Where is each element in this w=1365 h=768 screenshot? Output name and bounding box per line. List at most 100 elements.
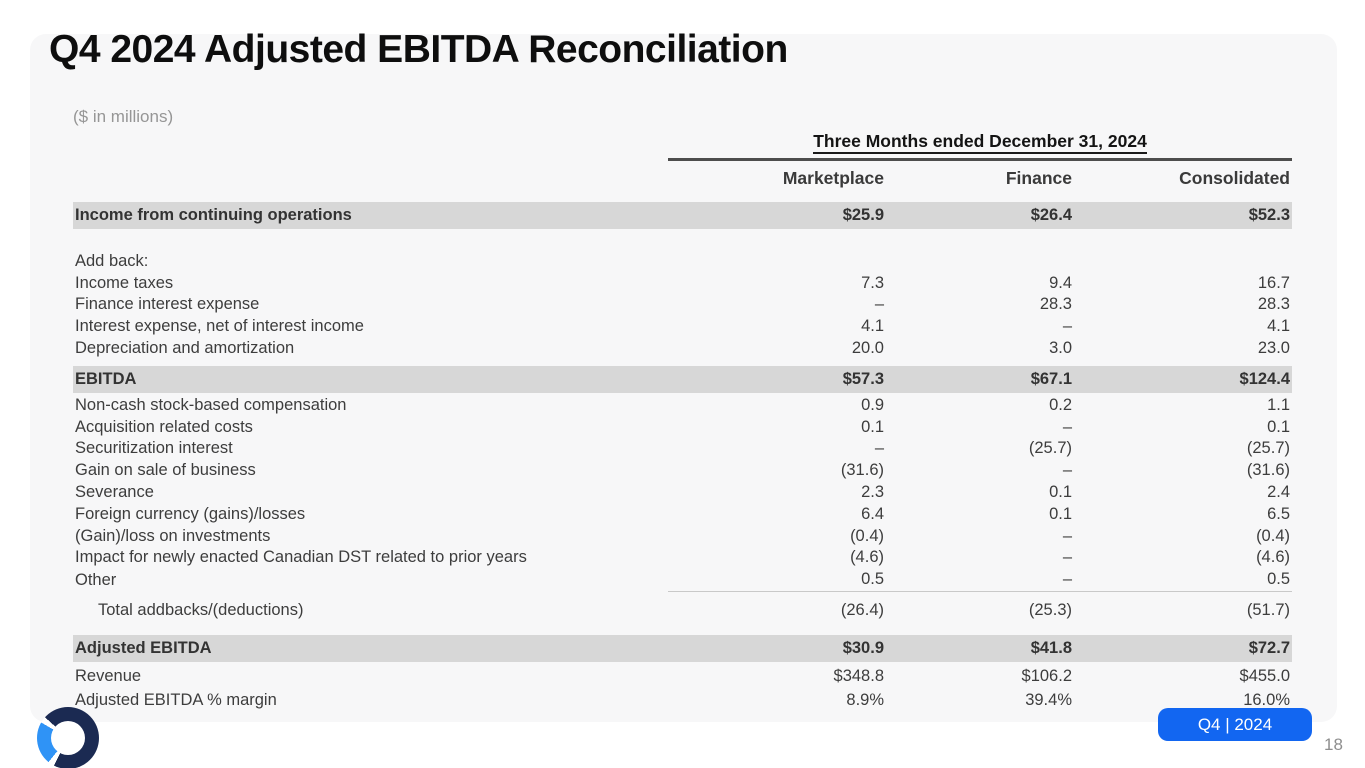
row-label: Depreciation and amortization bbox=[75, 338, 295, 357]
row-value: (0.4) bbox=[850, 526, 884, 545]
row-value: 4.1 bbox=[1267, 317, 1290, 336]
table-row: (Gain)/loss on investments (0.4) – (0.4) bbox=[73, 526, 1292, 548]
table-row: EBITDA $57.3 $67.1 $124.4 bbox=[73, 365, 1292, 393]
table-row: Impact for newly enacted Canadian DST re… bbox=[73, 547, 1292, 569]
row-label: Add back: bbox=[75, 251, 149, 270]
page-number: 18 bbox=[1324, 735, 1343, 754]
table-row: Income taxes 7.3 9.4 16.7 bbox=[73, 273, 1292, 295]
table-row: Finance interest expense – 28.3 28.3 bbox=[73, 294, 1292, 316]
row-value: 1.1 bbox=[1267, 395, 1290, 414]
row-label: Securitization interest bbox=[75, 439, 233, 458]
table-row: Depreciation and amortization 20.0 3.0 23.0 bbox=[73, 338, 1292, 360]
row-value: 6.4 bbox=[861, 504, 884, 523]
row-value: 16.7 bbox=[1257, 273, 1290, 292]
row-value: 0.9 bbox=[861, 395, 884, 414]
column-header-consolidated: Consolidated bbox=[1179, 167, 1290, 188]
row-label: Income taxes bbox=[75, 273, 174, 292]
row-value: 20.0 bbox=[851, 338, 884, 357]
reconciliation-table: Three Months ended December 31, 2024 Mar… bbox=[73, 131, 1292, 713]
period-header-label: Three Months ended December 31, 2024 bbox=[813, 131, 1147, 154]
row-value: $25.9 bbox=[842, 205, 884, 224]
row-value: $52.3 bbox=[1248, 205, 1290, 224]
table-row: Acquisition related costs 0.1 – 0.1 bbox=[73, 417, 1292, 439]
row-label: Interest expense, net of interest income bbox=[75, 317, 364, 336]
row-value: $26.4 bbox=[1030, 205, 1072, 224]
row-label: Gain on sale of business bbox=[75, 461, 256, 480]
row-label: Other bbox=[75, 571, 117, 590]
ring-logo-icon bbox=[37, 707, 99, 768]
row-value: $72.7 bbox=[1248, 638, 1290, 657]
row-value: 4.1 bbox=[861, 317, 884, 336]
row-value: 2.4 bbox=[1267, 482, 1290, 501]
table-row: Securitization interest – (25.7) (25.7) bbox=[73, 438, 1292, 460]
row-value: 3.0 bbox=[1049, 338, 1072, 357]
row-label: Acquisition related costs bbox=[75, 417, 253, 436]
row-value: 39.4% bbox=[1025, 691, 1072, 710]
quarter-badge: Q4 | 2024 bbox=[1158, 708, 1312, 741]
row-value: (31.6) bbox=[840, 461, 884, 480]
table-row: Adjusted EBITDA $30.9 $41.8 $72.7 bbox=[73, 634, 1292, 662]
row-label: Non-cash stock-based compensation bbox=[75, 395, 347, 414]
row-value: (0.4) bbox=[1256, 526, 1290, 545]
row-value: $30.9 bbox=[842, 638, 884, 657]
row-value: 0.1 bbox=[1267, 417, 1290, 436]
column-header-marketplace: Marketplace bbox=[782, 167, 884, 188]
row-value: $57.3 bbox=[842, 369, 884, 388]
row-value: – bbox=[874, 439, 884, 458]
row-value: (4.6) bbox=[850, 548, 884, 567]
period-header-cell: Three Months ended December 31, 2024 bbox=[668, 131, 1292, 161]
row-value: 9.4 bbox=[1049, 273, 1072, 292]
row-value: 7.3 bbox=[861, 273, 884, 292]
row-label: Income from continuing operations bbox=[75, 205, 352, 224]
row-label: Impact for newly enacted Canadian DST re… bbox=[75, 548, 527, 567]
period-header-row: Three Months ended December 31, 2024 bbox=[73, 131, 1292, 161]
table-row: Other 0.5–0.5 bbox=[73, 569, 1292, 592]
row-value: 28.3 bbox=[1257, 295, 1290, 314]
page-title: Q4 2024 Adjusted EBITDA Reconciliation bbox=[49, 28, 788, 71]
table-row: Add back: bbox=[73, 251, 1292, 273]
row-value: 16.0% bbox=[1243, 691, 1290, 710]
table-row: Severance 2.3 0.1 2.4 bbox=[73, 482, 1292, 504]
table-row: Non-cash stock-based compensation 0.9 0.2 1… bbox=[73, 395, 1292, 417]
row-value: 6.5 bbox=[1267, 504, 1290, 523]
row-value: $106.2 bbox=[1021, 666, 1072, 685]
row-value: (4.6) bbox=[1256, 548, 1290, 567]
table-row: Total addbacks/(deductions) (26.4) (25.3) (… bbox=[73, 592, 1292, 629]
row-value: (51.7) bbox=[1246, 600, 1290, 619]
row-value: (26.4) bbox=[840, 600, 884, 619]
units-note: ($ in millions) bbox=[73, 107, 174, 126]
table-row bbox=[73, 231, 1292, 251]
row-label: (Gain)/loss on investments bbox=[75, 526, 271, 545]
row-value: (25.3) bbox=[1028, 600, 1072, 619]
column-header-finance: Finance bbox=[1005, 167, 1072, 188]
row-value: – bbox=[1062, 461, 1072, 480]
row-label: EBITDA bbox=[75, 369, 137, 388]
row-value: 0.5 bbox=[668, 569, 886, 592]
row-value: $348.8 bbox=[833, 666, 884, 685]
row-value: 28.3 bbox=[1039, 295, 1072, 314]
row-value: 2.3 bbox=[861, 482, 884, 501]
row-value: (31.6) bbox=[1246, 461, 1290, 480]
row-value: 8.9% bbox=[846, 691, 884, 710]
row-value: 23.0 bbox=[1257, 338, 1290, 357]
row-value: – bbox=[1062, 417, 1072, 436]
row-value: – bbox=[886, 569, 1074, 592]
row-value: 0.1 bbox=[1049, 504, 1072, 523]
table-body: Income from continuing operations $25.9 $2… bbox=[73, 201, 1292, 713]
row-value: $455.0 bbox=[1239, 666, 1290, 685]
table-row: Revenue $348.8 $106.2 $455.0 bbox=[73, 664, 1292, 689]
table-row: Gain on sale of business (31.6) – (31.6) bbox=[73, 460, 1292, 482]
row-value: (25.7) bbox=[1028, 439, 1072, 458]
row-label: Severance bbox=[75, 482, 154, 501]
row-label: Finance interest expense bbox=[75, 295, 260, 314]
row-value: (25.7) bbox=[1246, 439, 1290, 458]
row-value: 0.1 bbox=[1049, 482, 1072, 501]
row-label: Foreign currency (gains)/losses bbox=[75, 504, 306, 523]
table-row: Adjusted EBITDA % margin 8.9% 39.4% 16.0% bbox=[73, 688, 1292, 713]
row-value: – bbox=[1062, 526, 1072, 545]
row-label: Adjusted EBITDA % margin bbox=[75, 691, 277, 710]
row-value: $67.1 bbox=[1030, 369, 1072, 388]
row-label: Total addbacks/(deductions) bbox=[98, 600, 304, 619]
row-label: Revenue bbox=[75, 666, 142, 685]
